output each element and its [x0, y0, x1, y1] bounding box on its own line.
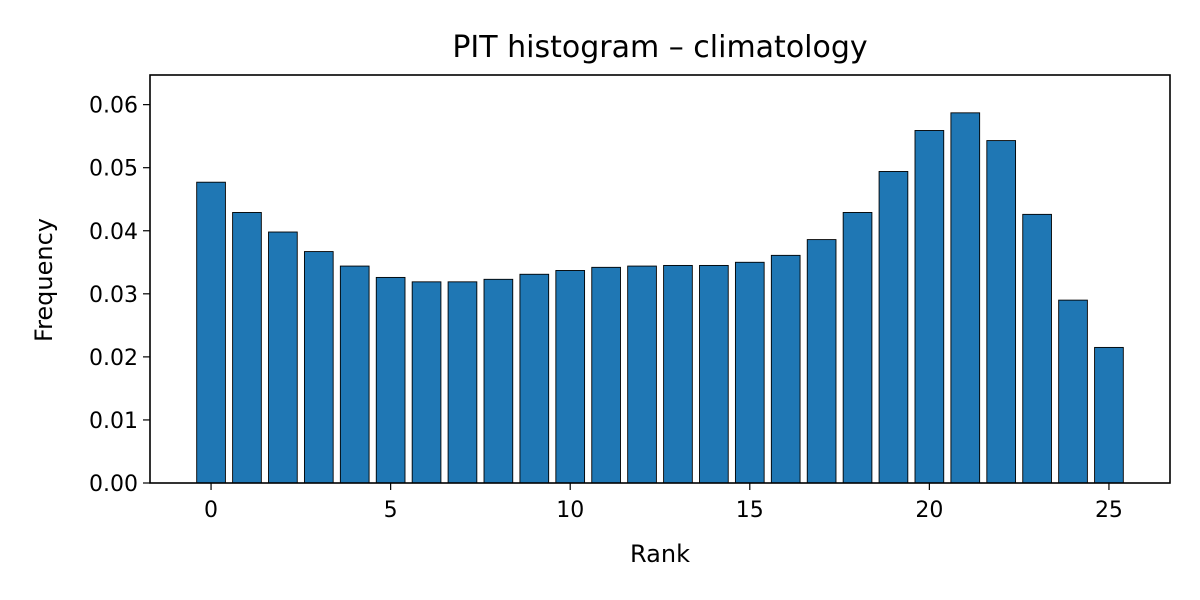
bar-rank-2	[268, 231, 298, 484]
bar-rank-3	[303, 251, 334, 484]
x-tick-label: 15	[736, 498, 764, 523]
y-axis-label: Frequency	[30, 218, 58, 342]
bar-rank-8	[483, 278, 514, 484]
bar-rank-23	[1022, 213, 1052, 484]
bar-rank-21	[950, 112, 981, 484]
bar-rank-13	[663, 264, 693, 484]
bar-rank-20	[914, 130, 945, 484]
y-tick-label: 0.06	[89, 94, 138, 119]
y-tick-label: 0.02	[89, 346, 138, 371]
bar-rank-6	[411, 281, 442, 484]
bar-rank-7	[447, 281, 478, 484]
chart-title: PIT histogram – climatology	[452, 30, 867, 65]
bar-rank-17	[806, 239, 837, 484]
bar-rank-4	[339, 265, 370, 484]
y-tick-label: 0.04	[89, 220, 138, 245]
bar-rank-18	[842, 212, 873, 484]
bar-rank-1	[232, 212, 262, 484]
bars	[196, 112, 1124, 484]
bar-rank-10	[555, 270, 586, 484]
x-tick-label: 20	[915, 498, 943, 523]
y-axis-ticks: 0.00 0.01 0.02 0.03 0.04 0.05 0.06	[89, 94, 150, 497]
bar-rank-0	[196, 181, 226, 484]
bar-rank-16	[770, 254, 801, 484]
y-tick-label: 0.01	[89, 409, 138, 434]
bar-rank-24	[1058, 299, 1088, 484]
bar-rank-22	[986, 140, 1017, 484]
bar-rank-19	[878, 171, 909, 484]
bar-rank-14	[699, 264, 729, 484]
bar-rank-12	[627, 265, 657, 484]
x-tick-label: 25	[1095, 498, 1123, 523]
plot-frame	[149, 74, 1171, 484]
bar-rank-25	[1094, 346, 1124, 484]
x-tick-label: 10	[556, 498, 584, 523]
y-tick-label: 0.03	[89, 283, 138, 308]
bar-rank-11	[591, 266, 621, 484]
x-axis-ticks: 0 5 10 15 20 25	[204, 483, 1123, 523]
x-axis-label: Rank	[630, 540, 690, 568]
bar-rank-9	[519, 273, 550, 484]
bar-rank-15	[734, 261, 765, 484]
x-tick-label: 5	[384, 498, 398, 523]
x-tick-label: 0	[204, 498, 218, 523]
bar-rank-5	[375, 276, 406, 484]
y-tick-label: 0.05	[89, 157, 138, 182]
y-tick-label: 0.00	[89, 472, 138, 497]
